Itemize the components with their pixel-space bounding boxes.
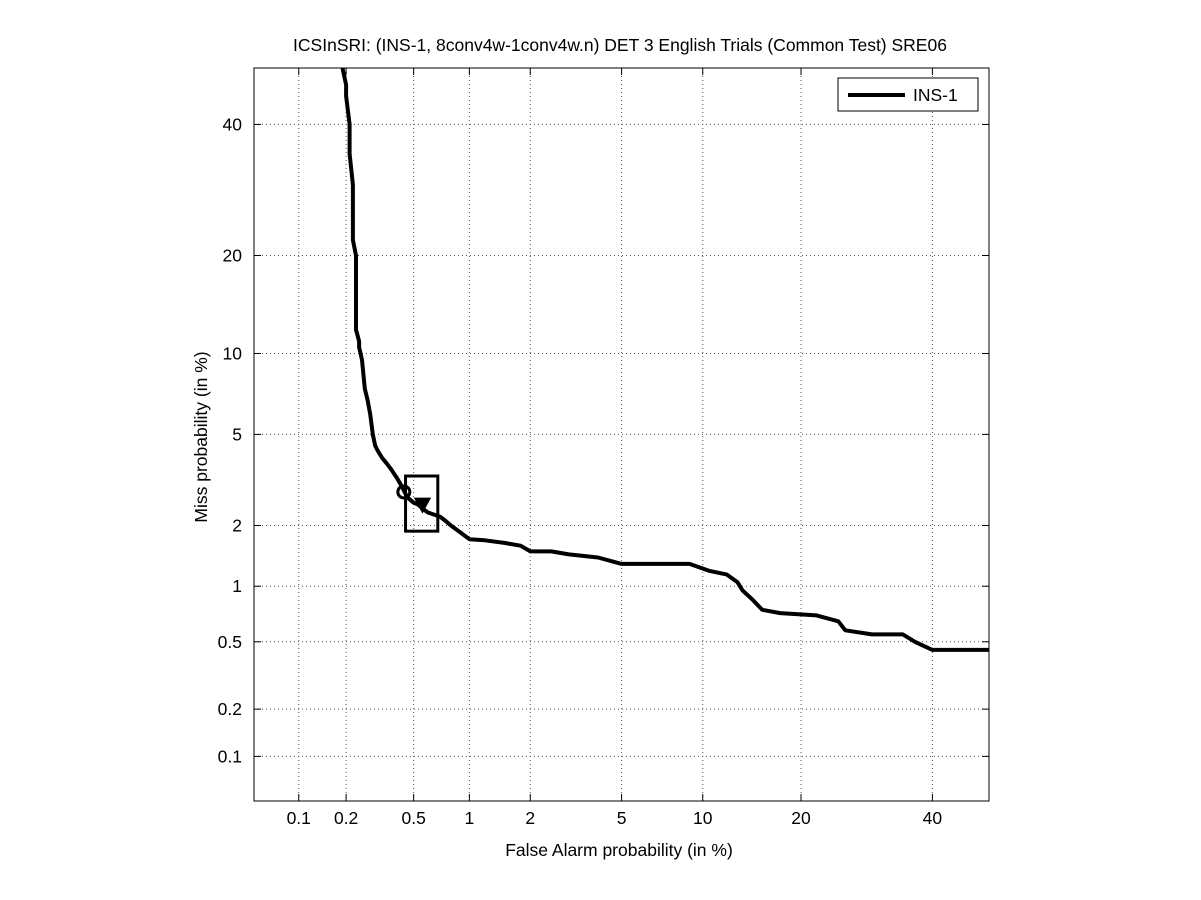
y-axis-label: Miss probability (in %)	[191, 351, 211, 522]
y-tick-label: 40	[223, 114, 243, 134]
marker-layer	[396, 474, 440, 533]
y-tick-label: 0.2	[218, 699, 242, 719]
x-tick-label: 0.1	[287, 808, 311, 828]
min-dcf-circle-marker	[396, 484, 412, 500]
x-tick-label: 5	[617, 808, 627, 828]
y-tick-label: 1	[232, 576, 242, 596]
x-tick-label: 1	[465, 808, 475, 828]
x-tick-label: 0.5	[401, 808, 425, 828]
y-tick-label: 5	[232, 424, 242, 444]
legend-label-ins-1: INS-1	[913, 85, 958, 105]
x-axis-ticks: 0.1 0.2 0.5 1 2 5 10 20 40	[287, 68, 943, 828]
confidence-box	[404, 474, 440, 533]
y-tick-label: 2	[232, 515, 242, 535]
x-tick-label: 40	[923, 808, 943, 828]
y-tick-label: 10	[223, 343, 243, 363]
x-tick-label: 10	[693, 808, 713, 828]
y-axis-ticks: 0.1 0.2 0.5 1 2 5 10 20 40	[218, 114, 989, 766]
grid-lines	[254, 68, 989, 801]
y-tick-label: 0.5	[218, 632, 242, 652]
actual-dcf-triangle-marker	[413, 497, 432, 514]
x-tick-label: 0.2	[334, 808, 358, 828]
legend: INS-1	[837, 77, 979, 112]
y-tick-label: 20	[223, 245, 243, 265]
x-tick-label: 20	[791, 808, 811, 828]
y-tick-label: 0.1	[218, 746, 242, 766]
x-tick-label: 2	[525, 808, 535, 828]
chart-title: ICSInSRI: (INS-1, 8conv4w-1conv4w.n) DET…	[293, 35, 947, 55]
x-axis-label: False Alarm probability (in %)	[505, 840, 733, 860]
